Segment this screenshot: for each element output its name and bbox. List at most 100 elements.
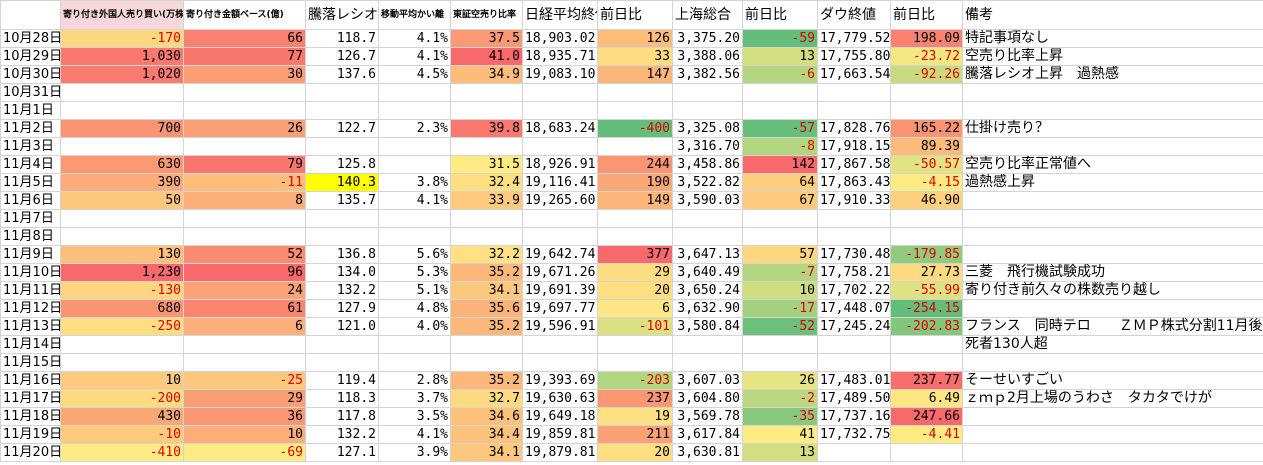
value-cell: 3,382.56 (672, 65, 743, 84)
value-cell: 137.6 (305, 65, 379, 84)
note-cell: ｚｍｐ2月上場のうわさ タカタでけが (962, 389, 1263, 408)
empty-cell (890, 83, 963, 102)
value-cell: 19,649.18 (522, 407, 598, 426)
data-row: 11月15日 (0, 353, 1263, 372)
value-cell: 36 (183, 407, 306, 426)
value-cell: -59 (742, 29, 818, 48)
empty-cell (672, 83, 743, 102)
date-cell: 11月4日 (0, 155, 61, 174)
value-cell: 19,691.39 (522, 281, 598, 300)
note-cell: 特記事項なし (962, 29, 1263, 48)
empty-cell (597, 227, 673, 246)
empty-cell (60, 83, 184, 102)
value-cell: 4.1% (378, 425, 451, 444)
value-cell: 35.2 (450, 317, 523, 336)
value-cell: -250 (60, 317, 184, 336)
column-header: 備考 (962, 0, 1263, 30)
empty-cell (890, 335, 963, 354)
value-cell: 6.49 (890, 389, 963, 408)
value-cell: 17,702.22 (817, 281, 891, 300)
empty-cell (962, 227, 1263, 246)
date-cell: 11月17日 (0, 389, 61, 408)
note-cell: 空売り比率正常値へ (962, 155, 1263, 174)
value-cell: 247.66 (890, 407, 963, 426)
empty-cell (672, 227, 743, 246)
header-row: 寄り付き外国人売り買い(万株) 寄り付き金額ベース(億) 騰落レシオ 移動平均かい離東… (0, 0, 1263, 30)
value-cell: 237.77 (890, 371, 963, 390)
value-cell: 35.6 (450, 299, 523, 318)
column-header: 日経平均終値 (522, 0, 598, 30)
date-cell: 11月12日 (0, 299, 61, 318)
date-cell: 11月7日 (0, 209, 61, 228)
empty-cell (522, 353, 598, 372)
value-cell: 119.4 (305, 371, 379, 390)
data-row: 11月18日 430 36 117.8 3.5% 34.6 19,649.18 19 3,569… (0, 407, 1263, 426)
empty-cell (672, 209, 743, 228)
date-cell: 11月1日 (0, 101, 61, 120)
value-cell: 35.2 (450, 263, 523, 282)
corner (0, 0, 61, 30)
value-cell: -4.15 (890, 173, 963, 192)
value-cell: -254.15 (890, 299, 963, 318)
date-cell: 11月20日 (0, 443, 61, 462)
value-cell: 17,489.50 (817, 389, 891, 408)
note-cell: 三菱 飛行機試験成功 (962, 263, 1263, 282)
value-cell: 37.5 (450, 29, 523, 48)
date-cell: 11月10日 (0, 263, 61, 282)
value-cell: 3,522.82 (672, 173, 743, 192)
value-cell: 67 (742, 191, 818, 210)
value-cell: 3,316.70 (672, 137, 743, 156)
value-cell: 3,607.03 (672, 371, 743, 390)
column-header: 東証空売り比率 (450, 0, 523, 30)
value-cell: -69 (183, 443, 306, 462)
date-cell: 11月3日 (0, 137, 61, 156)
value-cell: 17,448.07 (817, 299, 891, 318)
empty-cell (962, 83, 1263, 102)
value-cell: 680 (60, 299, 184, 318)
value-cell: 3,617.84 (672, 425, 743, 444)
value-cell: -200 (60, 389, 184, 408)
value-cell: 8 (183, 191, 306, 210)
value-cell: 5.3% (378, 263, 451, 282)
empty-cell (672, 335, 743, 354)
note-cell: 死者130人超 (962, 335, 1263, 354)
value-cell: 5.1% (378, 281, 451, 300)
date-cell: 11月18日 (0, 407, 61, 426)
value-cell: 32.4 (450, 173, 523, 192)
data-row: 10月28日 -170 66 118.7 4.1% 37.5 18,903.02 126 3,3… (0, 29, 1263, 48)
empty-cell (450, 209, 523, 228)
value-cell: 29 (597, 263, 673, 282)
empty-cell (378, 209, 451, 228)
empty-cell (890, 443, 963, 462)
empty-cell (378, 83, 451, 102)
value-cell: 3,580.84 (672, 317, 743, 336)
value-cell: 5.6% (378, 245, 451, 264)
value-cell: 237 (597, 389, 673, 408)
empty-cell (890, 209, 963, 228)
empty-cell (522, 209, 598, 228)
value-cell: 4.8% (378, 299, 451, 318)
data-row: 11月20日 -410 -69 127.1 3.9% 34.1 19,879.81 20 3,6… (0, 443, 1263, 462)
value-cell: 19,393.69 (522, 371, 598, 390)
empty-cell (672, 101, 743, 120)
value-cell: 118.3 (305, 389, 379, 408)
empty-cell (962, 209, 1263, 228)
value-cell: 244 (597, 155, 673, 174)
empty-cell (183, 209, 306, 228)
value-cell: -7 (742, 263, 818, 282)
value-cell: 19,265.60 (522, 191, 598, 210)
value-cell: 17,779.52 (817, 29, 891, 48)
empty-cell (450, 227, 523, 246)
empty-cell (60, 353, 184, 372)
value-cell: 17,483.01 (817, 371, 891, 390)
value-cell: -203 (597, 371, 673, 390)
empty-cell (962, 101, 1263, 120)
value-cell: 122.7 (305, 119, 379, 138)
value-cell: 430 (60, 407, 184, 426)
value-cell: -2 (742, 389, 818, 408)
value-cell: 127.1 (305, 443, 379, 462)
value-cell: 33 (597, 47, 673, 66)
value-cell: 17,737.16 (817, 407, 891, 426)
note-cell: 騰落レシオ上昇 過熱感 (962, 65, 1263, 84)
empty-cell (183, 101, 306, 120)
